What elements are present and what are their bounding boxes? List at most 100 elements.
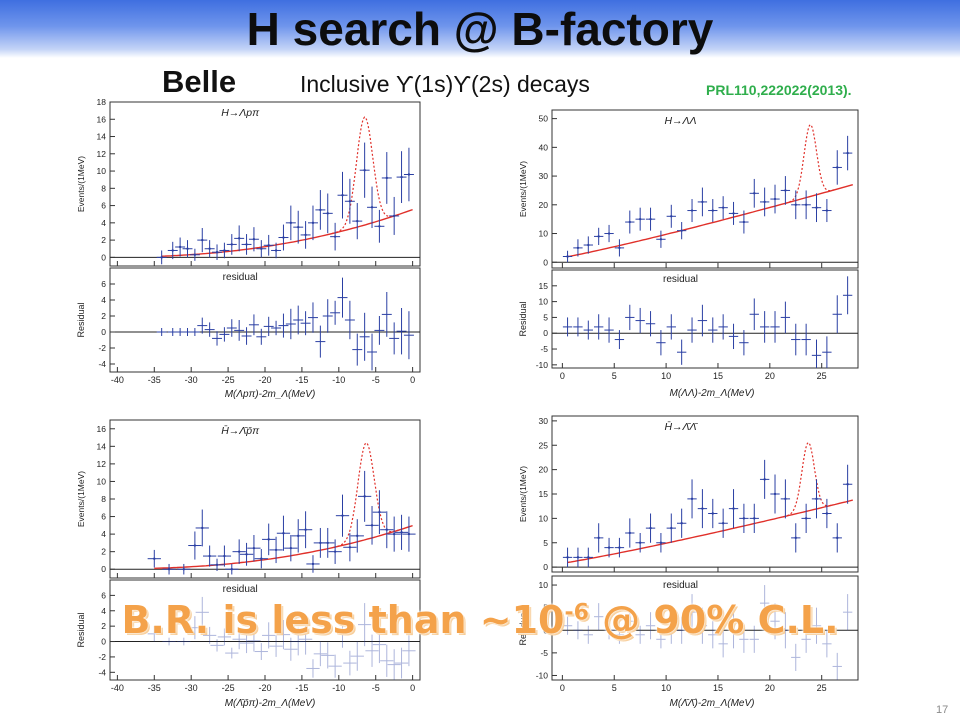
residual-point bbox=[328, 654, 342, 678]
residual-point bbox=[343, 650, 357, 676]
residual-axis-label: Residual bbox=[518, 610, 528, 645]
residual-point bbox=[687, 317, 697, 343]
residual-point bbox=[635, 307, 645, 334]
signal-curve bbox=[333, 442, 399, 548]
data-point bbox=[215, 563, 219, 567]
y-tick-label: 30 bbox=[539, 416, 549, 426]
x-tick-label: 25 bbox=[817, 371, 827, 381]
residual-point bbox=[225, 647, 239, 659]
residual-point bbox=[247, 630, 261, 652]
y-tick-label: 0 bbox=[543, 257, 548, 267]
residual-point bbox=[188, 616, 202, 640]
data-point bbox=[576, 246, 580, 250]
x-tick-label: -35 bbox=[148, 375, 161, 385]
residual-point bbox=[234, 320, 245, 341]
residual-point bbox=[759, 585, 770, 622]
data-point bbox=[597, 235, 600, 238]
data-point bbox=[773, 492, 777, 496]
residual-point bbox=[256, 328, 267, 345]
data-point bbox=[282, 532, 285, 535]
data-point bbox=[311, 221, 315, 225]
data-point bbox=[356, 219, 359, 223]
residual-point bbox=[306, 659, 320, 678]
residual-point bbox=[322, 299, 333, 333]
y-tick-label: 10 bbox=[539, 513, 549, 523]
data-point bbox=[711, 209, 714, 212]
residual-point bbox=[562, 317, 573, 337]
fit-curve bbox=[567, 499, 853, 564]
residual-point bbox=[625, 304, 635, 331]
y-axis-label: Events/(1MeV) bbox=[518, 466, 528, 522]
residual-point bbox=[380, 644, 394, 677]
data-point bbox=[297, 225, 300, 229]
y-tick-label: 2 bbox=[101, 235, 106, 245]
data-point bbox=[638, 541, 642, 544]
data-point bbox=[385, 176, 388, 180]
data-point bbox=[587, 243, 590, 247]
residual-point bbox=[604, 317, 614, 343]
data-point bbox=[815, 497, 818, 501]
residual-point bbox=[708, 621, 718, 649]
residual-point bbox=[276, 620, 291, 650]
x-tick-label: 0 bbox=[410, 683, 415, 693]
residual-point bbox=[842, 594, 853, 631]
data-point bbox=[794, 203, 797, 206]
data-point bbox=[649, 217, 652, 221]
x-tick-label: -35 bbox=[148, 683, 161, 693]
data-point bbox=[274, 548, 278, 552]
residual-point bbox=[307, 302, 318, 333]
data-point bbox=[784, 497, 787, 501]
y-tick-label: 0 bbox=[543, 562, 548, 572]
residual-point bbox=[770, 311, 780, 343]
data-point bbox=[378, 225, 381, 228]
x-tick-label: -25 bbox=[222, 375, 235, 385]
residual-point bbox=[147, 626, 161, 642]
residual-point bbox=[177, 637, 191, 646]
data-point bbox=[289, 546, 293, 550]
process-label: H→Λpπ bbox=[221, 107, 260, 119]
data-point bbox=[659, 541, 663, 544]
residual-point bbox=[676, 339, 687, 365]
data-point bbox=[742, 517, 746, 520]
y-tick-label: 5 bbox=[543, 538, 548, 548]
residual-point bbox=[212, 331, 223, 346]
residual-point bbox=[365, 634, 379, 667]
y-tick-label: 30 bbox=[539, 171, 549, 181]
y-tick-label: 4 bbox=[101, 529, 106, 539]
chart-anti-lambda-lambda: 0 5 10 15 20 25 30 -10 -5 0 5 10 0 5 10 15 20 25 Events/(1… bbox=[518, 415, 859, 709]
residual-point bbox=[573, 621, 583, 640]
residual-point bbox=[285, 308, 296, 340]
y-tick-label: 14 bbox=[97, 441, 107, 451]
residual-axis-label: Residual bbox=[76, 302, 86, 337]
residual-point bbox=[728, 323, 739, 350]
residual-point bbox=[358, 603, 372, 647]
residual-y-tick-label: -2 bbox=[98, 652, 106, 662]
x-tick-label: 0 bbox=[560, 683, 565, 693]
residual-point bbox=[291, 627, 305, 656]
x-tick-label: 5 bbox=[612, 683, 617, 693]
x-axis-label: M(Λ̄Λ̄)-2m_Λ(MeV) bbox=[669, 698, 754, 709]
residual-point bbox=[687, 594, 697, 631]
residual-frame bbox=[551, 575, 859, 681]
data-point bbox=[815, 206, 818, 209]
page-number: 17 bbox=[936, 704, 949, 716]
data-point bbox=[753, 192, 756, 195]
data-point bbox=[230, 568, 233, 571]
residual-point bbox=[263, 316, 274, 336]
data-point bbox=[804, 203, 808, 206]
residual-point bbox=[739, 330, 749, 356]
data-point bbox=[348, 200, 352, 203]
y-axis-label: Events/(1MeV) bbox=[518, 161, 528, 217]
data-point bbox=[297, 534, 300, 538]
data-point bbox=[607, 546, 611, 549]
residual-point bbox=[313, 641, 327, 667]
data-point bbox=[680, 522, 683, 525]
data-point bbox=[566, 556, 569, 559]
data-point bbox=[201, 238, 204, 242]
data-point bbox=[178, 245, 182, 249]
data-point bbox=[304, 528, 307, 531]
fit-curve bbox=[567, 184, 853, 258]
x-tick-label: -10 bbox=[332, 683, 345, 693]
